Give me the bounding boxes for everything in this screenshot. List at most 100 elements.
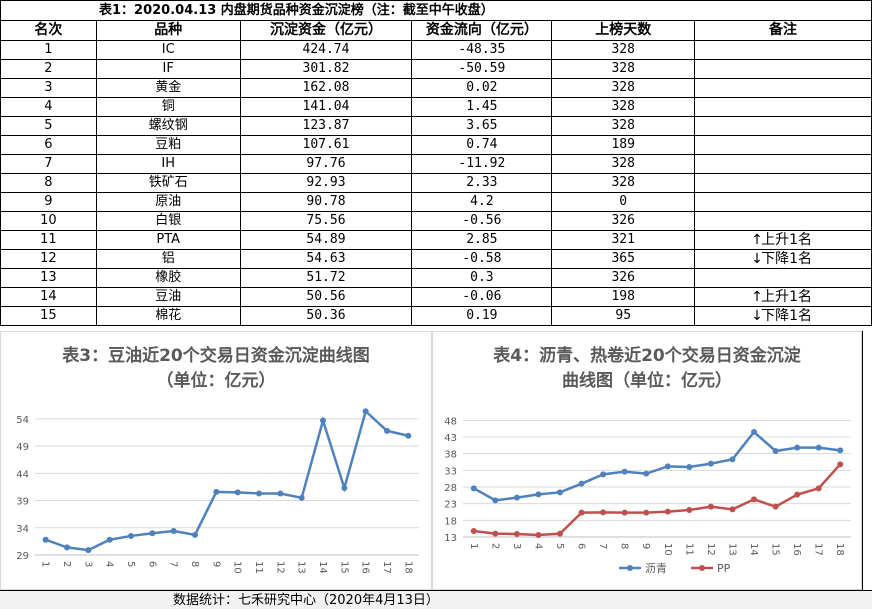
data-point [621,509,628,516]
data-point [470,528,477,534]
table-title-row: 表1：2020.04.13 内盘期货品种资金沉淀榜（注：截至中午收盘） [0,0,872,21]
x-tick-label: 2 [61,561,72,567]
arrow-up-icon: ↑ [751,232,763,248]
data-point [686,464,693,470]
ranking-table: 表1：2020.04.13 内盘期货品种资金沉淀榜（注：截至中午收盘） 名次 品… [0,0,872,326]
data-point [578,480,585,487]
data-point [686,507,693,513]
flow-cell: 0.02 [411,78,553,98]
note-cell [694,97,872,117]
y-tick-label: 33 [444,466,457,477]
chart-title-line1: 表3：豆油近20个交易日资金沉淀曲线图 [62,346,370,366]
y-tick-label: 38 [444,450,457,461]
data-point [192,531,198,538]
x-tick-label: 15 [338,561,349,574]
data-point [794,491,801,498]
name-cell: 铁矿石 [95,173,241,193]
table-row: 9 原油 90.78 4.2 0 [0,192,872,212]
data-point [535,532,542,538]
data-point [362,408,369,415]
x-tick-label: 10 [232,561,243,574]
note-cell [694,192,872,212]
note-cell [694,173,872,193]
data-point [64,544,70,551]
table-row: 3 黄金 162.08 0.02 328 [0,78,872,98]
flow-cell: 4.2 [411,192,553,212]
chart-soybean-oil: 表3：豆油近20个交易日资金沉淀曲线图 （单位：亿元） 29 34 39 44 49 54… [0,331,432,590]
note-cell: ↑上升1名 [694,287,872,307]
series-line [473,430,841,502]
rank-cell: 11 [0,230,97,250]
x-tick-label: 10 [662,543,673,556]
y-tick-label: 48 [444,416,457,427]
rank-cell: 1 [0,40,97,60]
capital-cell: 301.82 [239,59,413,79]
days-cell: 328 [551,40,696,60]
note-cell: ↓下降1名 [694,306,872,326]
data-point [106,536,113,543]
chart-asphalt-hrc: 表4：沥青、热卷近20个交易日资金沉淀 曲线图（单位：亿元） 13 18 23 28 3… [432,331,862,590]
table-row: 13 橡胶 51.72 0.3 326 [0,268,872,288]
y-tick-label: 18 [444,516,457,527]
chart-title-line2: （单位：亿元） [156,371,276,391]
capital-cell: 107.61 [239,135,413,155]
data-point [729,506,736,513]
data-point [470,485,477,492]
days-cell: 328 [551,154,696,174]
rank-cell: 14 [0,287,97,307]
rank-cell: 5 [0,116,97,136]
note-text: 下降1名 [761,251,813,267]
data-point [815,485,822,492]
header-note: 备注 [694,20,872,41]
capital-cell: 97.76 [239,154,413,174]
capital-cell: 92.93 [239,173,413,193]
capital-cell: 162.08 [239,78,413,98]
data-point [513,494,520,501]
rank-cell: 10 [0,211,97,231]
data-point [643,470,650,477]
rank-cell: 15 [0,306,97,326]
data-point [405,432,412,439]
data-point [837,461,844,468]
name-cell: IC [95,40,241,60]
data-point [815,444,822,451]
flow-cell: 3.65 [411,116,553,136]
rank-cell: 4 [0,97,97,117]
y-tick-label: 23 [444,500,457,511]
data-point [492,530,499,537]
flow-cell: 0.3 [411,268,553,288]
data-point [578,509,585,516]
x-tick-label: 7 [597,543,608,549]
name-cell: IH [95,154,241,174]
capital-cell: 424.74 [239,40,413,60]
x-tick-label: 12 [274,561,285,574]
header-rank: 名次 [0,20,97,41]
arrow-up-icon: ↑ [751,289,763,305]
rank-cell: 12 [0,249,97,269]
capital-cell: 54.63 [239,249,413,269]
x-tick-label: 12 [705,543,716,556]
x-tick-label: 8 [619,543,630,549]
data-point [298,494,305,501]
arrow-down-icon: ↓ [751,251,763,267]
data-point [149,530,156,537]
data-point [751,496,757,503]
data-point [513,531,520,537]
data-point [707,503,714,510]
capital-cell: 51.72 [239,268,413,288]
note-cell [694,268,872,288]
note-cell [694,59,872,79]
table-row: 2 IF 301.82 -50.59 328 [0,59,872,79]
x-tick-label: 8 [189,561,200,567]
flow-cell: -11.92 [411,154,553,174]
y-tick-label: 43 [444,433,457,444]
days-cell: 326 [551,268,696,288]
days-cell: 328 [551,59,696,79]
data-point [256,490,262,497]
rank-cell: 13 [0,268,97,288]
y-tick-label: 34 [16,524,29,535]
table-row: 11 PTA 54.89 2.85 321 ↑上升1名 [0,230,872,250]
days-cell: 365 [551,249,696,269]
